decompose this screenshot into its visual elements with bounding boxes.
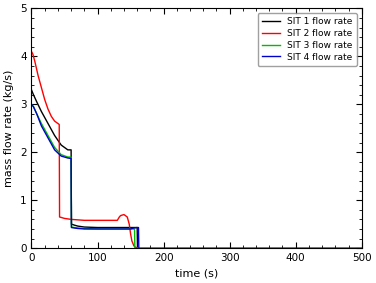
SIT 1 flow rate: [76, 224, 80, 228]
SIT 2 flow rate: [95, 219, 100, 222]
SIT 2 flow rate: [133, 245, 138, 249]
SIT 4 flow rate: [69, 226, 74, 229]
Line: SIT 2 flow rate: SIT 2 flow rate: [32, 52, 138, 248]
SIT 4 flow rate: [135, 226, 139, 229]
SIT 2 flow rate: [136, 246, 140, 250]
SIT 3 flow rate: [82, 227, 86, 230]
SIT 1 flow rate: [39, 110, 44, 113]
SIT 2 flow rate: [132, 244, 136, 247]
SIT 3 flow rate: [35, 112, 39, 116]
SIT 4 flow rate: [132, 226, 136, 230]
SIT 2 flow rate: [56, 122, 60, 125]
SIT 2 flow rate: [57, 123, 62, 126]
Line: SIT 4 flow rate: SIT 4 flow rate: [32, 104, 362, 248]
SIT 1 flow rate: [72, 224, 77, 227]
SIT 3 flow rate: [72, 226, 77, 229]
SIT 2 flow rate: [36, 74, 40, 77]
SIT 1 flow rate: [31, 93, 36, 97]
Line: SIT 3 flow rate: SIT 3 flow rate: [32, 104, 135, 248]
SIT 2 flow rate: [39, 86, 44, 89]
SIT 4 flow rate: [359, 246, 364, 250]
SIT 4 flow rate: [29, 103, 34, 106]
SIT 3 flow rate: [65, 155, 70, 159]
SIT 3 flow rate: [132, 227, 137, 231]
SIT 2 flow rate: [52, 119, 57, 123]
SIT 3 flow rate: [69, 225, 74, 229]
SIT 1 flow rate: [52, 134, 57, 137]
SIT 3 flow rate: [69, 155, 73, 159]
SIT 2 flow rate: [135, 246, 139, 249]
SIT 2 flow rate: [57, 215, 62, 219]
SIT 4 flow rate: [95, 227, 100, 231]
SIT 2 flow rate: [30, 52, 35, 56]
SIT 4 flow rate: [136, 226, 141, 229]
SIT 4 flow rate: [136, 246, 141, 250]
SIT 3 flow rate: [29, 103, 34, 106]
SIT 4 flow rate: [59, 155, 64, 158]
SIT 1 flow rate: [82, 225, 86, 229]
SIT 3 flow rate: [76, 226, 80, 230]
SIT 3 flow rate: [39, 122, 44, 125]
SIT 4 flow rate: [76, 227, 80, 230]
Legend: SIT 1 flow rate, SIT 2 flow rate, SIT 3 flow rate, SIT 4 flow rate: SIT 1 flow rate, SIT 2 flow rate, SIT 3 …: [258, 13, 357, 66]
SIT 2 flow rate: [76, 218, 80, 222]
SIT 3 flow rate: [31, 105, 36, 108]
SIT 1 flow rate: [135, 226, 139, 229]
SIT 2 flow rate: [42, 98, 47, 101]
SIT 4 flow rate: [72, 226, 77, 230]
Line: SIT 1 flow rate: SIT 1 flow rate: [32, 90, 138, 248]
SIT 2 flow rate: [33, 59, 37, 63]
Y-axis label: mass flow rate (kg/s): mass flow rate (kg/s): [5, 70, 14, 187]
SIT 1 flow rate: [46, 122, 50, 125]
SIT 2 flow rate: [49, 115, 53, 118]
SIT 2 flow rate: [130, 239, 134, 243]
SIT 2 flow rate: [127, 222, 132, 226]
SIT 3 flow rate: [115, 227, 120, 231]
SIT 3 flow rate: [52, 146, 57, 149]
SIT 3 flow rate: [59, 153, 64, 156]
SIT 1 flow rate: [59, 143, 64, 147]
SIT 1 flow rate: [132, 226, 136, 229]
SIT 4 flow rate: [52, 148, 57, 152]
SIT 4 flow rate: [82, 227, 86, 231]
SIT 3 flow rate: [133, 246, 137, 250]
SIT 2 flow rate: [118, 214, 123, 217]
SIT 1 flow rate: [115, 226, 120, 229]
SIT 3 flow rate: [46, 134, 50, 137]
SIT 1 flow rate: [65, 148, 70, 152]
SIT 2 flow rate: [89, 219, 93, 222]
SIT 4 flow rate: [128, 227, 133, 231]
SIT 2 flow rate: [109, 219, 113, 222]
SIT 1 flow rate: [95, 226, 100, 229]
SIT 2 flow rate: [128, 232, 133, 235]
SIT 4 flow rate: [65, 156, 70, 160]
SIT 2 flow rate: [29, 50, 34, 53]
SIT 2 flow rate: [46, 108, 50, 111]
SIT 4 flow rate: [35, 112, 39, 116]
SIT 2 flow rate: [115, 219, 120, 222]
SIT 4 flow rate: [31, 105, 36, 108]
SIT 4 flow rate: [39, 124, 44, 128]
SIT 1 flow rate: [35, 100, 39, 104]
SIT 2 flow rate: [69, 218, 73, 221]
SIT 1 flow rate: [135, 246, 140, 250]
SIT 1 flow rate: [29, 88, 34, 92]
SIT 3 flow rate: [132, 227, 136, 231]
SIT 2 flow rate: [62, 217, 67, 220]
SIT 1 flow rate: [69, 148, 73, 152]
SIT 2 flow rate: [125, 215, 129, 219]
X-axis label: time (s): time (s): [175, 269, 218, 278]
SIT 3 flow rate: [95, 227, 100, 231]
SIT 4 flow rate: [46, 136, 50, 140]
SIT 1 flow rate: [69, 222, 74, 226]
SIT 2 flow rate: [122, 213, 126, 216]
SIT 4 flow rate: [115, 227, 120, 231]
SIT 4 flow rate: [69, 157, 73, 160]
SIT 2 flow rate: [117, 215, 121, 219]
SIT 2 flow rate: [82, 219, 86, 222]
